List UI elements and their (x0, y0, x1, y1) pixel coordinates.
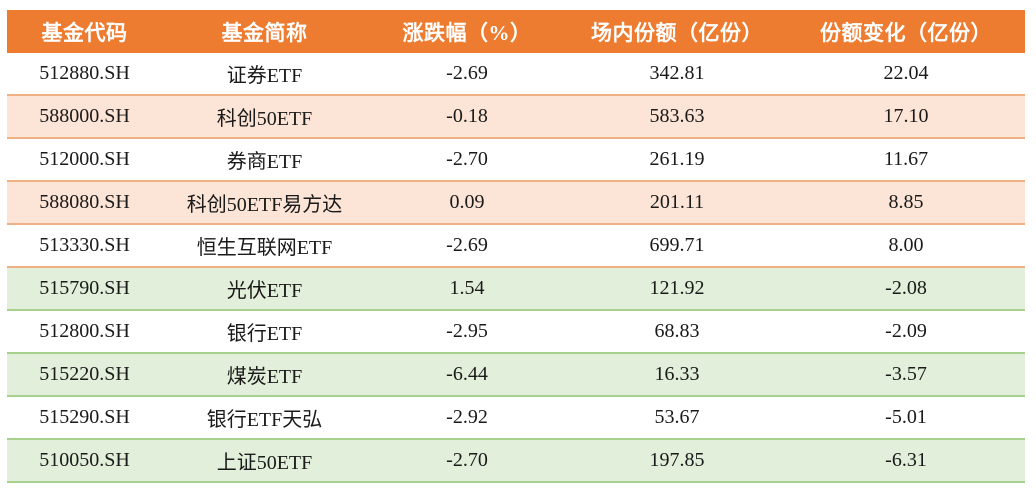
cell-fund-code: 588000.SH (7, 95, 162, 139)
cell-fund-name: 科创50ETF易方达 (162, 181, 367, 225)
table-row: 588080.SH 科创50ETF易方达 0.09 201.11 8.85 (7, 181, 1025, 225)
cell-fund-code: 515790.SH (7, 267, 162, 311)
cell-fund-code: 515220.SH (7, 353, 162, 397)
cell-change-pct: 1.54 (367, 267, 567, 311)
cell-share-change: -6.31 (787, 439, 1025, 483)
table-row: 512800.SH 银行ETF -2.95 68.83 -2.09 (7, 310, 1025, 354)
cell-change-pct: -2.92 (367, 396, 567, 440)
table-row: 515790.SH 光伏ETF 1.54 121.92 -2.08 (7, 267, 1025, 311)
cell-fund-code: 513330.SH (7, 224, 162, 268)
cell-fund-code: 512000.SH (7, 138, 162, 182)
cell-share-change: -5.01 (787, 396, 1025, 440)
cell-share-change: 8.85 (787, 181, 1025, 225)
cell-fund-name: 上证50ETF (162, 439, 367, 483)
fund-table-container: 基金代码 基金简称 涨跌幅（%） 场内份额（亿份） 份额变化（亿份） 51288… (7, 10, 1025, 483)
cell-fund-name: 科创50ETF (162, 95, 367, 139)
table-row: 512000.SH 券商ETF -2.70 261.19 11.67 (7, 138, 1025, 182)
cell-change-pct: -2.69 (367, 224, 567, 268)
cell-fund-code: 512800.SH (7, 310, 162, 354)
cell-share-change: -2.08 (787, 267, 1025, 311)
table-body: 512880.SH 证券ETF -2.69 342.81 22.04 588000.SH 科… (7, 53, 1025, 483)
cell-shares: 197.85 (567, 439, 787, 483)
cell-share-change: 11.67 (787, 138, 1025, 182)
table-row: 588000.SH 科创50ETF -0.18 583.63 17.10 (7, 95, 1025, 139)
table-row: 513330.SH 恒生互联网ETF -2.69 699.71 8.00 (7, 224, 1025, 268)
cell-shares: 68.83 (567, 310, 787, 354)
cell-change-pct: -2.95 (367, 310, 567, 354)
cell-shares: 583.63 (567, 95, 787, 139)
cell-fund-name: 证券ETF (162, 53, 367, 96)
table-row: 515290.SH 银行ETF天弘 -2.92 53.67 -5.01 (7, 396, 1025, 440)
cell-change-pct: -2.69 (367, 53, 567, 96)
cell-share-change: -3.57 (787, 353, 1025, 397)
column-header-fund-code: 基金代码 (7, 10, 162, 53)
cell-change-pct: -2.70 (367, 439, 567, 483)
cell-shares: 121.92 (567, 267, 787, 311)
cell-fund-name: 银行ETF天弘 (162, 396, 367, 440)
cell-share-change: 8.00 (787, 224, 1025, 268)
cell-fund-name: 银行ETF (162, 310, 367, 354)
cell-shares: 699.71 (567, 224, 787, 268)
cell-change-pct: 0.09 (367, 181, 567, 225)
table-row: 515220.SH 煤炭ETF -6.44 16.33 -3.57 (7, 353, 1025, 397)
cell-share-change: 22.04 (787, 53, 1025, 96)
column-header-change-pct: 涨跌幅（%） (367, 10, 567, 53)
cell-fund-code: 510050.SH (7, 439, 162, 483)
cell-fund-code: 512880.SH (7, 53, 162, 96)
cell-shares: 201.11 (567, 181, 787, 225)
cell-share-change: 17.10 (787, 95, 1025, 139)
cell-share-change: -2.09 (787, 310, 1025, 354)
cell-fund-code: 588080.SH (7, 181, 162, 225)
cell-shares: 16.33 (567, 353, 787, 397)
cell-fund-name: 恒生互联网ETF (162, 224, 367, 268)
cell-fund-name: 煤炭ETF (162, 353, 367, 397)
column-header-fund-name: 基金简称 (162, 10, 367, 53)
column-header-share-change: 份额变化（亿份） (787, 10, 1025, 53)
cell-fund-name: 券商ETF (162, 138, 367, 182)
cell-fund-name: 光伏ETF (162, 267, 367, 311)
cell-shares: 342.81 (567, 53, 787, 96)
fund-table: 基金代码 基金简称 涨跌幅（%） 场内份额（亿份） 份额变化（亿份） 51288… (7, 10, 1025, 483)
table-header: 基金代码 基金简称 涨跌幅（%） 场内份额（亿份） 份额变化（亿份） (7, 10, 1025, 53)
cell-shares: 53.67 (567, 396, 787, 440)
column-header-shares: 场内份额（亿份） (567, 10, 787, 53)
cell-shares: 261.19 (567, 138, 787, 182)
cell-change-pct: -6.44 (367, 353, 567, 397)
table-row: 510050.SH 上证50ETF -2.70 197.85 -6.31 (7, 439, 1025, 483)
cell-change-pct: -2.70 (367, 138, 567, 182)
cell-change-pct: -0.18 (367, 95, 567, 139)
table-row: 512880.SH 证券ETF -2.69 342.81 22.04 (7, 53, 1025, 96)
cell-fund-code: 515290.SH (7, 396, 162, 440)
header-row: 基金代码 基金简称 涨跌幅（%） 场内份额（亿份） 份额变化（亿份） (7, 10, 1025, 53)
